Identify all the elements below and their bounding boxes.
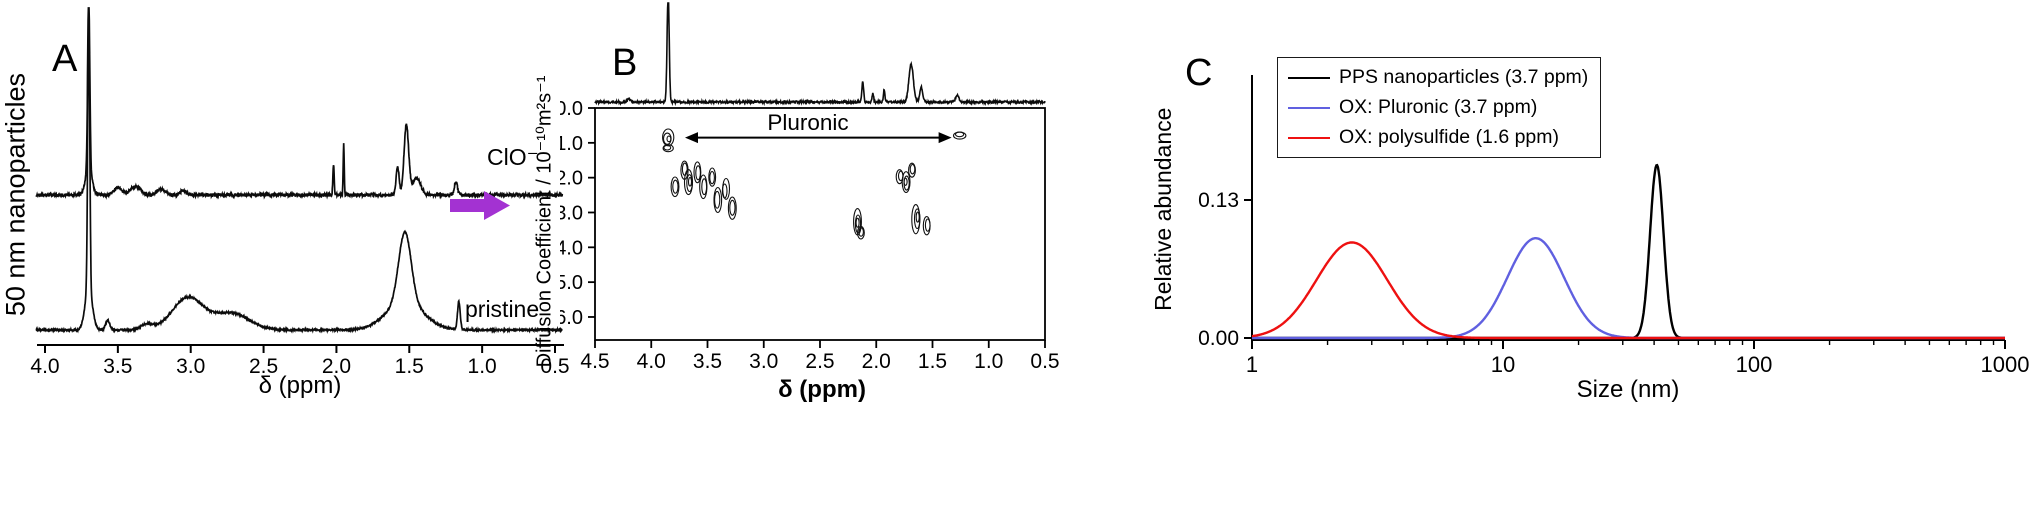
legend-item-polysulfide: OX: polysulfide (1.6 ppm) <box>1288 126 1588 149</box>
svg-text:0.0: 0.0 <box>560 98 583 120</box>
svg-text:1.0: 1.0 <box>468 355 497 378</box>
svg-text:0.00: 0.00 <box>1198 327 1239 350</box>
oxidation-right-arrow-icon <box>450 191 510 220</box>
svg-text:0.13: 0.13 <box>1198 189 1239 212</box>
svg-text:3.0: 3.0 <box>560 202 583 224</box>
panel-a-label: A <box>52 38 78 80</box>
svg-text:3.0: 3.0 <box>749 350 778 373</box>
legend-line-pluronic-icon <box>1288 106 1330 109</box>
svg-text:3.0: 3.0 <box>176 355 205 378</box>
legend-line-pps-icon <box>1288 76 1330 79</box>
svg-text:2.0: 2.0 <box>560 168 583 190</box>
legend-label-pluronic: OX: Pluronic (3.7 ppm) <box>1339 96 1538 118</box>
legend-label-pps: PPS nanoparticles (3.7 ppm) <box>1339 66 1589 88</box>
legend-line-polysulfide-icon <box>1288 136 1330 139</box>
panel-c-label: C <box>1185 52 1213 94</box>
svg-text:4.5: 4.5 <box>580 350 609 373</box>
panel-c-x-axis-label: Size (nm) <box>1576 376 1680 403</box>
panel-a-x-axis-label: δ (ppm) <box>258 372 342 399</box>
svg-text:10: 10 <box>1491 352 1515 377</box>
svg-text:2.5: 2.5 <box>249 355 278 378</box>
svg-text:1.5: 1.5 <box>395 355 424 378</box>
panel-b-y-axis-label: Diffusion Coefficient / 10⁻¹⁰m²s⁻¹ <box>533 75 556 368</box>
trace-label-pristine: pristine <box>465 296 540 322</box>
svg-text:2.5: 2.5 <box>805 350 834 373</box>
svg-text:1: 1 <box>1246 352 1258 377</box>
svg-text:2.0: 2.0 <box>862 350 891 373</box>
legend: PPS nanoparticles (3.7 ppm) OX: Pluronic… <box>1277 57 1602 158</box>
svg-text:1.0: 1.0 <box>560 133 583 155</box>
svg-text:0.5: 0.5 <box>1030 350 1059 373</box>
svg-text:4.0: 4.0 <box>560 237 583 259</box>
panel-b-x-axis-label: δ (ppm) <box>778 376 866 403</box>
right-arrow-shape <box>450 191 510 220</box>
legend-item-pluronic: OX: Pluronic (3.7 ppm) <box>1288 96 1588 119</box>
svg-text:3.5: 3.5 <box>103 355 132 378</box>
panel-b-label: B <box>612 42 638 84</box>
svg-text:0.5: 0.5 <box>540 355 569 378</box>
svg-text:1.0: 1.0 <box>974 350 1003 373</box>
svg-text:3.5: 3.5 <box>693 350 722 373</box>
svg-text:5.0: 5.0 <box>560 272 583 294</box>
svg-text:1.5: 1.5 <box>918 350 947 373</box>
trace-label-clo: ClO⁻ <box>487 144 539 170</box>
svg-text:100: 100 <box>1736 352 1773 377</box>
panel-a-y-axis-label: 50 nm nanoparticles <box>0 72 31 317</box>
legend-item-pps: PPS nanoparticles (3.7 ppm) <box>1288 66 1588 89</box>
panel-a-spectra-plot: 4.0 3.5 3.0 2.5 2.0 1.5 1.0 0.5 <box>30 7 570 378</box>
svg-text:6.0: 6.0 <box>560 307 583 329</box>
legend-label-polysulfide: OX: polysulfide (1.6 ppm) <box>1339 126 1560 148</box>
pluronic-annotation: Pluronic <box>767 110 849 135</box>
panel-b-dosy-plot: 0.0 1.0 2.0 3.0 4.0 5.0 6.0 4.5 4.0 3.5 3.0 2.5 2.0 1… <box>560 2 1060 373</box>
panel-c-size-distribution-plot: 1 10 100 1000 0.13 0.00 <box>1198 75 2030 377</box>
svg-text:2.0: 2.0 <box>322 355 351 378</box>
svg-text:1000: 1000 <box>1981 352 2030 377</box>
svg-text:4.0: 4.0 <box>30 355 59 378</box>
svg-text:4.0: 4.0 <box>637 350 666 373</box>
